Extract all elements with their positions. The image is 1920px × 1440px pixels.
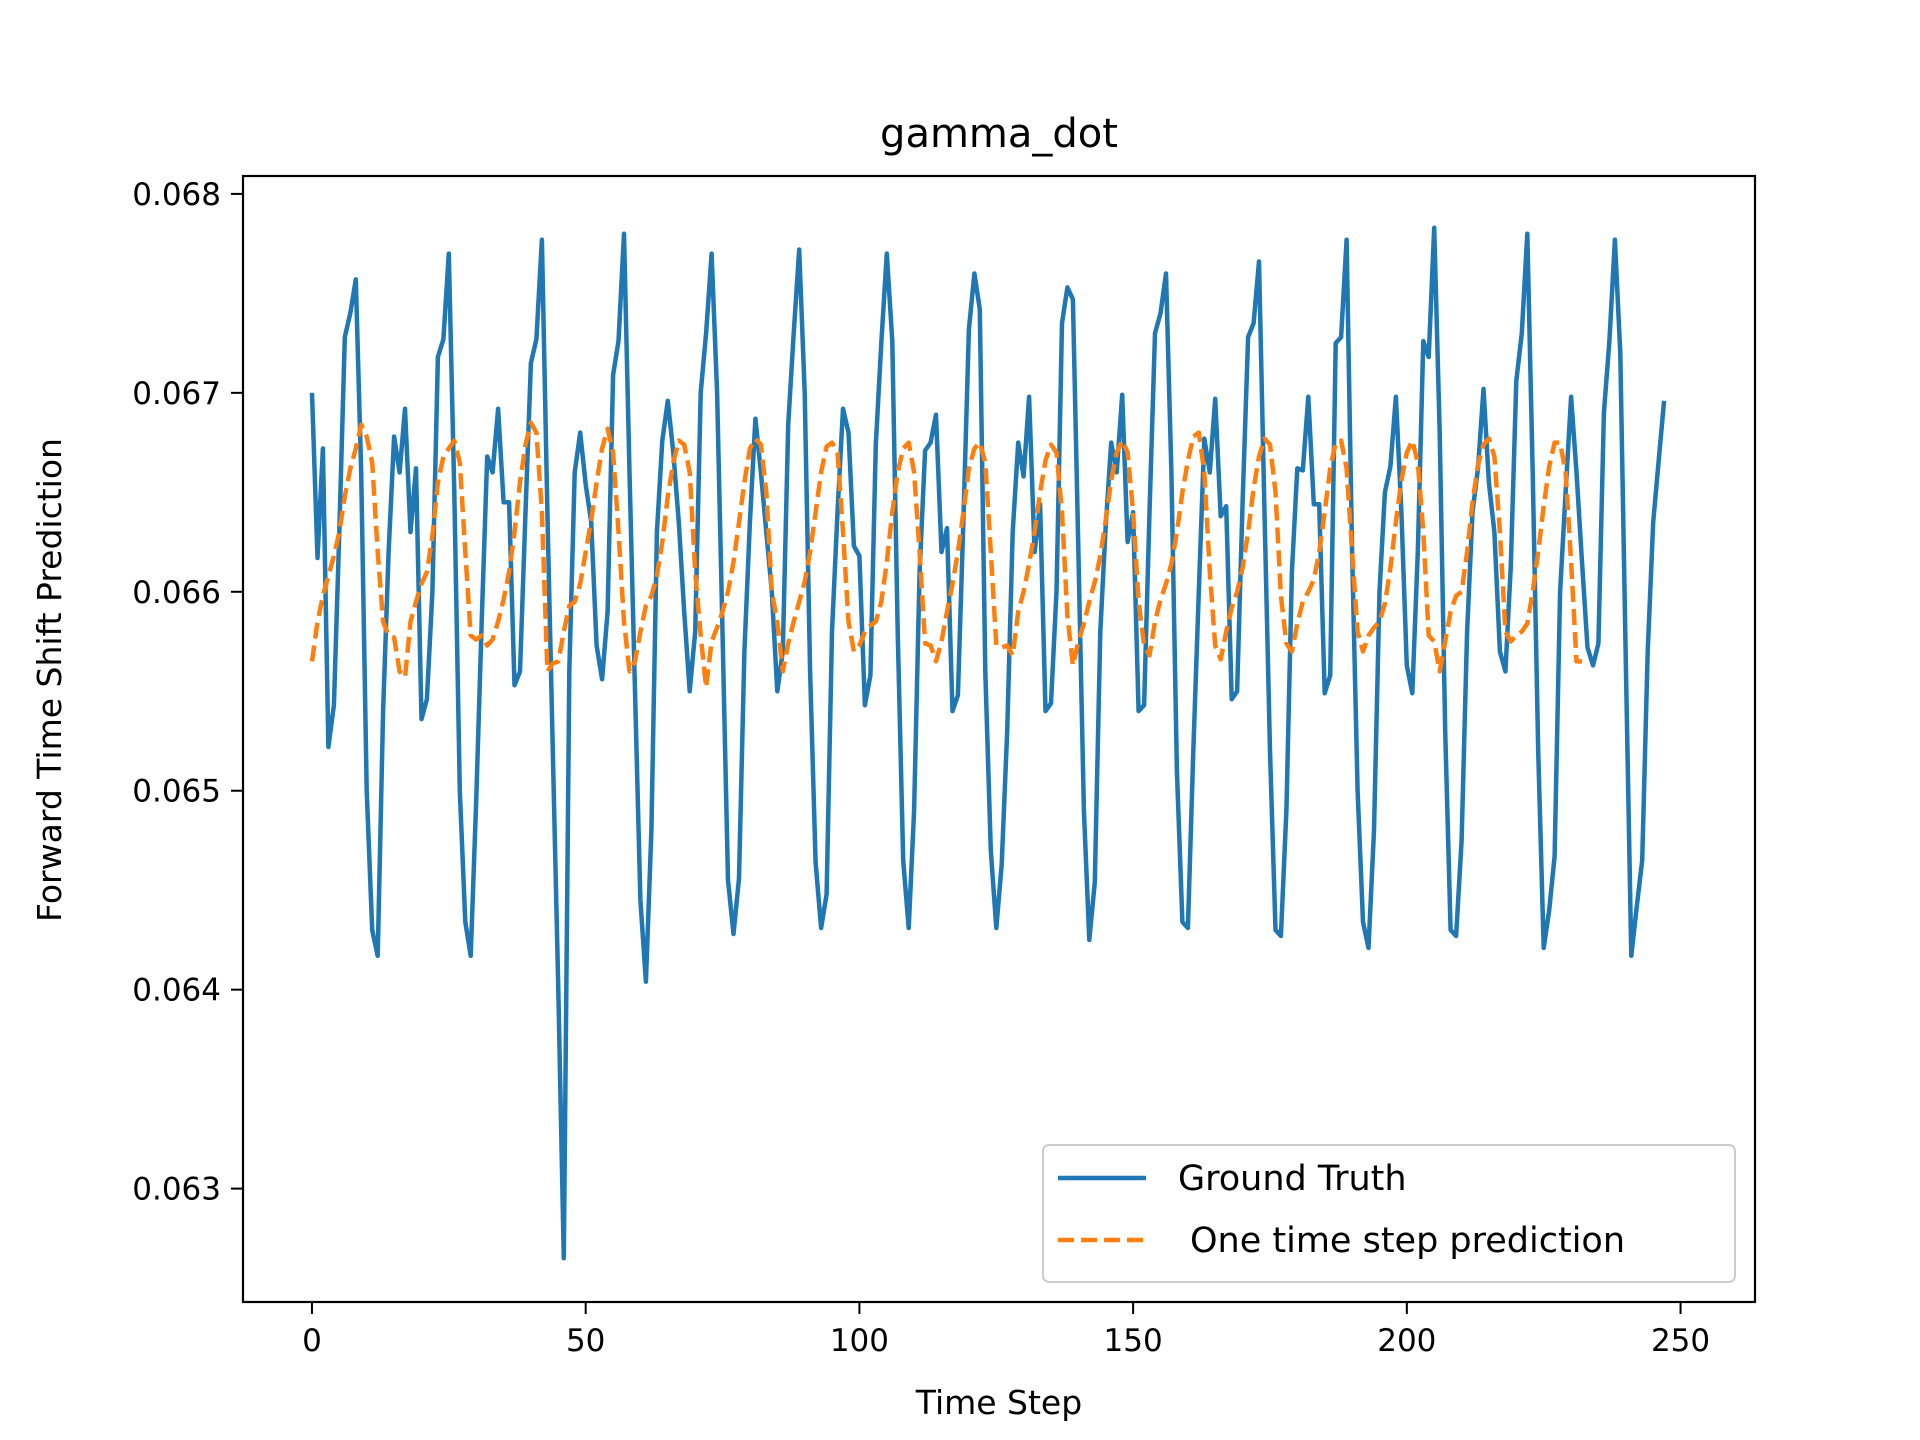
x-tick-label: 250 [1651,1323,1710,1359]
plot-area [309,225,1667,1261]
x-axis-label: Time Step [915,1383,1082,1422]
series-line-ground-truth [309,225,1667,1261]
y-tick-label: 0.068 [132,177,221,213]
legend-box [1042,1144,1736,1283]
x-tick-label: 0 [302,1323,322,1359]
legend-label-prediction: One time step prediction [1190,1221,1625,1261]
series-line-prediction [309,420,1582,690]
y-tick-label: 0.065 [132,774,221,810]
chart-title: gamma_dot [880,111,1118,157]
y-axis-label: Forward Time Shift Prediction [30,438,69,922]
x-tick-label: 150 [1104,1323,1163,1359]
y-tick-label: 0.067 [132,376,221,412]
x-tick-label: 50 [566,1323,605,1359]
legend: Ground Truth One time step prediction [1042,1144,1736,1283]
axes-frame [241,174,1757,1304]
y-tick-label: 0.064 [132,973,221,1009]
legend-label-ground-truth: Ground Truth [1178,1159,1407,1199]
y-tick-label: 0.063 [132,1172,221,1208]
axis-ticks: 0 50 100 150 200 250 0.063 0.064 0.065 0.066 0.067… [132,177,1710,1359]
y-tick-label: 0.066 [132,575,221,611]
x-tick-label: 200 [1377,1323,1436,1359]
x-tick-label: 100 [830,1323,889,1359]
